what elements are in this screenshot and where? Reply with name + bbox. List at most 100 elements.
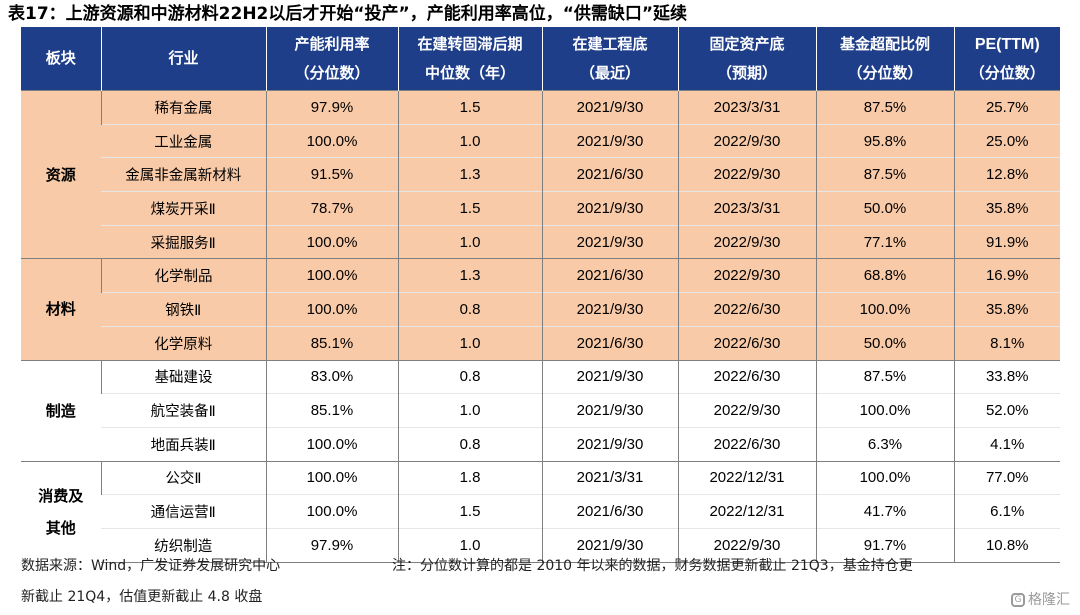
value-cell: 2021/6/30 [541,157,678,192]
value-cell: 2021/9/30 [541,527,678,563]
table-body: 资源 稀有金属 97.9% 1.5 2021/9/30 2023/3/31 87.5% 25.… [21,89,1060,563]
value-cell: 85.1% [265,393,398,428]
value-cell: 6.1% [953,494,1060,529]
industry-cell: 采掘服务Ⅱ [101,224,266,259]
header-line-2: （最近） [579,63,640,82]
watermark: G 格隆汇 [1011,588,1070,612]
header-cell-6: 基金超配比例 （分位数） [815,27,954,91]
header-line-2: 中位数（年） [424,63,515,82]
value-cell: 100.0% [815,460,954,495]
value-cell: 2022/6/30 [677,359,816,394]
value-cell: 2022/9/30 [677,123,816,158]
value-cell: 25.7% [953,90,1060,125]
value-cell: 2022/9/30 [677,527,816,563]
sector-cell: 材料 [21,258,101,360]
industry-cell: 化学制品 [100,258,266,293]
value-cell: 91.5% [265,157,398,192]
value-cell: 2021/9/30 [541,224,678,259]
table-row: 制造 基础建设 83.0% 0.8 2021/9/30 2022/6/30 87.5% 33.… [21,359,1060,462]
industry-cell: 地面兵装Ⅱ [101,426,266,462]
value-cell: 91.7% [815,527,954,563]
value-cell: 25.0% [953,123,1060,158]
value-cell: 95.8% [815,123,954,158]
value-cell: 1.5 [397,494,542,529]
table-row: 工业金属 100.0% 1.0 2021/9/30 2022/9/30 95.8% 25.0… [21,123,1060,158]
header-line-1: PE(TTM) [974,35,1040,53]
table-row: 采掘服务Ⅱ 100.0% 1.0 2021/9/30 2022/9/30 77.1% 91.… [21,224,1060,259]
value-cell: 1.5 [397,191,542,226]
header-cell-4: 在建工程底 （最近） [541,27,678,91]
value-cell: 50.0% [815,191,954,226]
table-row: 通信运营Ⅱ 100.0% 1.5 2021/6/30 2022/12/31 41.7% 6.… [21,494,1060,529]
value-cell: 2022/9/30 [677,393,816,428]
value-cell: 35.8% [953,292,1060,327]
value-cell: 1.8 [397,460,542,495]
value-cell: 87.5% [815,359,954,394]
value-cell: 78.7% [265,191,398,226]
header-line-2: （分位数） [294,63,370,82]
header-cell-5: 固定资产底 （预期） [677,27,816,91]
value-cell: 2021/9/30 [541,90,678,125]
industry-cell: 稀有金属 [100,90,266,125]
value-cell: 50.0% [815,325,954,360]
value-cell: 100.0% [265,292,398,327]
header-cell-1: 行业 [100,27,266,91]
industry-cell: 金属非金属新材料 [101,157,266,192]
footnote-line-2: 新截止 21Q4，估值更新截止 4.8 收盘 [21,589,263,605]
header-row: 板块 行业 产能利用率 （分位数） 在建转固滞后期 中位数（年） 在建工程底 （最近） 固定资产… [21,27,1060,91]
value-cell: 2023/3/31 [677,90,816,125]
value-cell: 1.0 [397,325,542,360]
value-cell: 35.8% [953,191,1060,226]
value-cell: 2022/9/30 [677,157,816,192]
industry-cell: 钢铁Ⅱ [101,292,266,327]
header-line-1: 行业 [168,49,199,67]
value-cell: 1.5 [397,90,542,125]
value-cell: 2021/3/31 [541,460,678,495]
table-row: 消费及 其他 公交Ⅱ 100.0% 1.8 2021/3/31 2022/12/31 100.… [21,460,1060,563]
value-cell: 100.0% [265,426,398,462]
header-line-2: （分位数） [969,63,1045,82]
table-row: 地面兵装Ⅱ 100.0% 0.8 2021/9/30 2022/6/30 6.3% 4.1% [21,426,1060,462]
header-cell-0: 板块 [21,27,101,91]
value-cell: 41.7% [815,494,954,529]
value-cell: 0.8 [397,426,542,462]
value-cell: 33.8% [953,359,1060,394]
sector-cell: 消费及 其他 [21,460,101,563]
value-cell: 100.0% [265,224,398,259]
value-cell: 12.8% [953,157,1060,192]
industry-cell: 基础建设 [100,359,266,394]
value-cell: 8.1% [953,325,1060,360]
table-row: 资源 稀有金属 97.9% 1.5 2021/9/30 2023/3/31 87.5% 25.… [21,89,1060,259]
value-cell: 2022/12/31 [677,494,816,529]
table-row: 航空装备Ⅱ 85.1% 1.0 2021/9/30 2022/9/30 100.0% 52.… [21,393,1060,428]
value-cell: 85.1% [265,325,398,360]
header-line-1: 在建转固滞后期 [417,34,523,53]
table-row: 材料 化学制品 100.0% 1.3 2021/6/30 2022/9/30 68.8% 16… [21,258,1060,360]
value-cell: 2021/9/30 [541,393,678,428]
value-cell: 2022/12/31 [677,460,816,495]
header-cell-3: 在建转固滞后期 中位数（年） [397,27,542,91]
value-cell: 100.0% [815,393,954,428]
value-cell: 2021/9/30 [541,123,678,158]
industry-cell: 公交Ⅱ [100,460,266,495]
value-cell: 2022/9/30 [677,258,816,293]
value-cell: 100.0% [265,460,398,495]
sector-line: 其他 [45,518,76,537]
value-cell: 1.3 [397,157,542,192]
value-cell: 2021/6/30 [541,325,678,360]
header-line-1: 基金超配比例 [839,34,930,53]
value-cell: 97.9% [265,527,398,563]
header-cell-7: PE(TTM) （分位数） [953,27,1060,91]
value-cell: 1.0 [397,224,542,259]
value-cell: 0.8 [397,292,542,327]
table-row: 纺织制造 97.9% 1.0 2021/9/30 2022/9/30 91.7% 10.8% [21,527,1060,563]
industry-cell: 纺织制造 [101,527,266,563]
value-cell: 2021/6/30 [541,494,678,529]
footnote-line-1: 注：分位数计算的都是 2010 年以来的数据，财务数据更新截止 21Q3，基金持… [392,558,913,574]
header-line-1: 板块 [45,49,76,67]
table-row: 金属非金属新材料 91.5% 1.3 2021/6/30 2022/9/30 87.5% 1… [21,157,1060,192]
industry-cell: 通信运营Ⅱ [101,494,266,529]
value-cell: 16.9% [953,258,1060,293]
value-cell: 91.9% [953,224,1060,259]
value-cell: 1.3 [397,258,542,293]
